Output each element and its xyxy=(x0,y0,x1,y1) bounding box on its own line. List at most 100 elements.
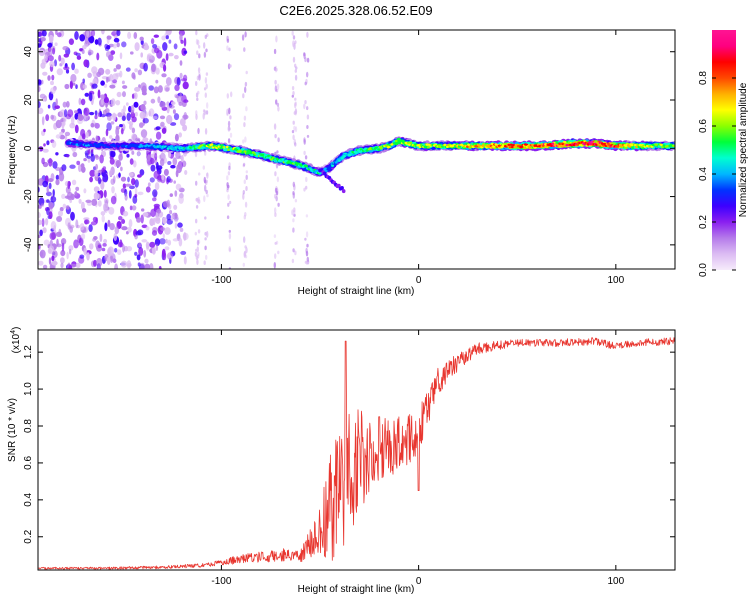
noise-speckle xyxy=(68,38,74,45)
noise-speckle xyxy=(151,246,156,255)
noise-speckle xyxy=(205,254,208,260)
ridge-cell xyxy=(396,141,400,144)
noise-speckle xyxy=(62,101,67,108)
noise-speckle xyxy=(85,199,92,203)
noise-speckle xyxy=(75,186,80,191)
noise-speckle xyxy=(162,42,168,51)
noise-speckle xyxy=(78,237,84,246)
noise-speckle xyxy=(151,230,158,236)
noise-speckle xyxy=(196,239,200,246)
noise-speckle xyxy=(195,205,199,209)
noise-speckle xyxy=(43,239,50,246)
x-tick-label: 0 xyxy=(416,275,422,286)
noise-speckle xyxy=(133,32,138,39)
noise-speckle xyxy=(195,38,199,45)
noise-speckle xyxy=(155,126,161,131)
noise-speckle xyxy=(292,248,295,253)
ridge-cell xyxy=(261,153,265,156)
noise-speckle xyxy=(204,92,207,98)
noise-speckle xyxy=(97,177,102,185)
ridge-cell xyxy=(96,145,100,148)
noise-speckle xyxy=(202,165,205,170)
noise-speckle xyxy=(175,151,181,160)
noise-speckle xyxy=(52,47,56,55)
noise-speckle xyxy=(180,250,187,255)
noise-speckle xyxy=(204,127,208,135)
ridge-cell xyxy=(406,141,410,144)
noise-speckle xyxy=(227,202,230,207)
noise-speckle xyxy=(274,207,277,214)
ridge-cell xyxy=(590,141,594,144)
noise-speckle xyxy=(174,190,178,197)
noise-speckle xyxy=(244,86,247,93)
noise-speckle xyxy=(71,116,75,126)
noise-speckle xyxy=(145,186,151,193)
ridge-cell xyxy=(483,144,487,147)
noise-speckle xyxy=(120,176,127,182)
ridge-cell xyxy=(210,143,214,146)
noise-speckle xyxy=(41,218,45,227)
noise-speckle xyxy=(103,189,107,198)
noise-speckle xyxy=(274,187,278,193)
snr-series-line xyxy=(38,337,675,570)
noise-speckle xyxy=(97,194,101,200)
noise-speckle xyxy=(155,79,159,84)
noise-speckle xyxy=(115,64,121,70)
noise-speckle xyxy=(160,121,165,127)
noise-speckle xyxy=(89,169,96,177)
noise-speckle xyxy=(130,104,135,114)
noise-speckle xyxy=(93,236,98,240)
noise-speckle xyxy=(97,263,101,269)
ridge-cell xyxy=(467,143,471,146)
noise-speckle xyxy=(97,200,102,207)
noise-speckle xyxy=(64,134,68,141)
ridge-cell xyxy=(443,143,447,146)
noise-speckle xyxy=(146,244,150,251)
noise-speckle xyxy=(154,209,160,218)
noise-speckle xyxy=(196,97,199,102)
noise-speckle xyxy=(143,44,150,51)
noise-speckle xyxy=(293,213,296,217)
noise-speckle xyxy=(195,30,198,36)
noise-speckle xyxy=(227,120,231,127)
y-tick-label: -20 xyxy=(23,189,34,204)
noise-speckle xyxy=(103,202,109,210)
noise-speckle xyxy=(60,250,66,257)
noise-speckle xyxy=(105,51,112,58)
noise-speckle xyxy=(121,219,126,224)
noise-speckle xyxy=(99,233,103,243)
noise-speckle xyxy=(141,208,145,212)
noise-speckle xyxy=(97,244,102,249)
noise-speckle xyxy=(154,182,160,191)
noise-speckle xyxy=(173,43,178,50)
noise-speckle xyxy=(203,176,206,183)
snr-scale-factor: (x104) xyxy=(10,327,22,354)
noise-speckle xyxy=(202,109,206,113)
noise-speckle xyxy=(244,201,248,208)
noise-speckle xyxy=(179,60,183,66)
noise-speckle xyxy=(277,250,280,255)
noise-speckle xyxy=(168,39,172,44)
noise-speckle xyxy=(161,174,165,181)
noise-speckle xyxy=(291,130,295,134)
noise-speckle xyxy=(86,30,90,38)
ridge-cell xyxy=(660,143,664,147)
noise-speckle xyxy=(47,104,51,109)
noise-speckle xyxy=(196,259,199,265)
noise-speckle xyxy=(198,74,201,81)
noise-speckle xyxy=(91,83,98,89)
y-tick-label: 1.0 xyxy=(23,382,34,396)
x-tick-label: 100 xyxy=(607,576,624,587)
noise-speckle xyxy=(65,69,70,74)
ridge-cell xyxy=(314,169,318,173)
noise-speckle xyxy=(303,52,306,57)
noise-speckle xyxy=(306,243,309,248)
ridge-cell xyxy=(603,142,607,146)
noise-speckle xyxy=(124,193,128,201)
noise-speckle xyxy=(155,131,162,140)
noise-speckle xyxy=(60,238,67,245)
colorbar-ticks: 0.0 0.2 0.4 0.6 0.8 xyxy=(698,71,736,277)
snr-y-label: SNR (10 * v/v) xyxy=(7,398,18,462)
ridge-cell xyxy=(191,147,195,150)
noise-speckle xyxy=(78,97,82,105)
